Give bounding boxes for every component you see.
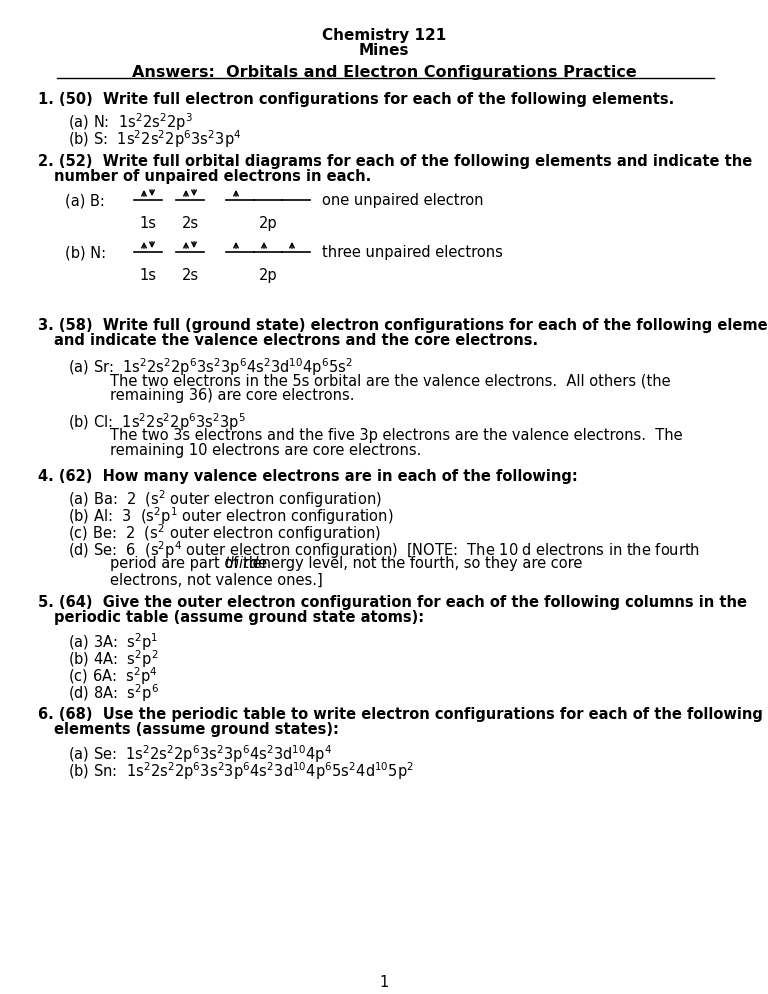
Text: 3. (58)  Write full (ground state) electron configurations for each of the follo: 3. (58) Write full (ground state) electr…	[38, 318, 768, 333]
Text: and indicate the valence electrons and the core electrons.: and indicate the valence electrons and t…	[54, 333, 538, 348]
Text: remaining 36) are core electrons.: remaining 36) are core electrons.	[110, 388, 355, 403]
Text: energy level, not the fourth, so they are core: energy level, not the fourth, so they ar…	[248, 556, 582, 571]
Text: (a) Sr:  $\mathregular{1s^22s^22p^63s^23p^64s^23d^{10}4p^65s^2}$: (a) Sr: $\mathregular{1s^22s^22p^63s^23p…	[68, 356, 353, 378]
Text: elements (assume ground states):: elements (assume ground states):	[54, 722, 339, 737]
Text: Mines: Mines	[359, 43, 409, 58]
Text: 1s: 1s	[140, 268, 157, 283]
Text: (c) Be:  2  ($\mathregular{s^2}$ outer electron configuration): (c) Be: 2 ($\mathregular{s^2}$ outer ele…	[68, 522, 381, 544]
Text: (a) N:  $\mathregular{1s^22s^22p^3}$: (a) N: $\mathregular{1s^22s^22p^3}$	[68, 111, 193, 133]
Text: (b) Cl:  $\mathregular{1s^22s^22p^63s^23p^5}$: (b) Cl: $\mathregular{1s^22s^22p^63s^23p…	[68, 411, 246, 432]
Text: (a) 3A:  $\mathregular{s^2p^1}$: (a) 3A: $\mathregular{s^2p^1}$	[68, 631, 158, 653]
Text: 1s: 1s	[140, 216, 157, 231]
Text: (b) Al:  3  ($\mathregular{s^2p^1}$ outer electron configuration): (b) Al: 3 ($\mathregular{s^2p^1}$ outer …	[68, 505, 393, 527]
Text: 2p: 2p	[259, 268, 277, 283]
Text: (c) 6A:  $\mathregular{s^2p^4}$: (c) 6A: $\mathregular{s^2p^4}$	[68, 665, 157, 687]
Text: 4. (62)  How many valence electrons are in each of the following:: 4. (62) How many valence electrons are i…	[38, 469, 578, 484]
Text: electrons, not valence ones.]: electrons, not valence ones.]	[110, 573, 323, 588]
Text: three unpaired electrons: three unpaired electrons	[322, 245, 503, 260]
Text: 2. (52)  Write full orbital diagrams for each of the following elements and indi: 2. (52) Write full orbital diagrams for …	[38, 154, 752, 169]
Text: 5. (64)  Give the outer electron configuration for each of the following columns: 5. (64) Give the outer electron configur…	[38, 595, 747, 610]
Text: periodic table (assume ground state atoms):: periodic table (assume ground state atom…	[54, 610, 424, 625]
Text: third: third	[224, 556, 258, 571]
Text: (a) B:: (a) B:	[65, 194, 105, 209]
Text: number of unpaired electrons in each.: number of unpaired electrons in each.	[54, 169, 371, 184]
Text: Chemistry 121: Chemistry 121	[322, 28, 446, 43]
Text: one unpaired electron: one unpaired electron	[322, 193, 484, 208]
Text: 1: 1	[379, 975, 389, 990]
Text: remaining 10 electrons are core electrons.: remaining 10 electrons are core electron…	[110, 443, 422, 458]
Text: 6. (68)  Use the periodic table to write electron configurations for each of the: 6. (68) Use the periodic table to write …	[38, 707, 763, 722]
Text: Answers:  Orbitals and Electron Configurations Practice: Answers: Orbitals and Electron Configura…	[131, 65, 637, 80]
Text: (a) Se:  $\mathregular{1s^22s^22p^63s^23p^64s^23d^{10}4p^4}$: (a) Se: $\mathregular{1s^22s^22p^63s^23p…	[68, 743, 332, 764]
Text: (b) Sn:  $\mathregular{1s^22s^22p^63s^23p^64s^23d^{10}4p^65s^24d^{10}5p^2}$: (b) Sn: $\mathregular{1s^22s^22p^63s^23p…	[68, 760, 414, 781]
Text: (a) Ba:  2  ($\mathregular{s^2}$ outer electron configuration): (a) Ba: 2 ($\mathregular{s^2}$ outer ele…	[68, 488, 382, 510]
Text: 2s: 2s	[181, 216, 199, 231]
Text: (d) Se:  6  ($\mathregular{s^2p^4}$ outer electron configuration)  [NOTE:  The 1: (d) Se: 6 ($\mathregular{s^2p^4}$ outer …	[68, 539, 700, 561]
Text: The two electrons in the 5s orbital are the valence electrons.  All others (the: The two electrons in the 5s orbital are …	[110, 373, 670, 388]
Text: 2s: 2s	[181, 268, 199, 283]
Text: 1. (50)  Write full electron configurations for each of the following elements.: 1. (50) Write full electron configuratio…	[38, 92, 674, 107]
Text: (b) 4A:  $\mathregular{s^2p^2}$: (b) 4A: $\mathregular{s^2p^2}$	[68, 648, 158, 670]
Text: The two 3s electrons and the five 3p electrons are the valence electrons.  The: The two 3s electrons and the five 3p ele…	[110, 428, 683, 443]
Text: (b) S:  $\mathregular{1s^22s^22p^63s^23p^4}$: (b) S: $\mathregular{1s^22s^22p^63s^23p^…	[68, 128, 241, 150]
Text: (b) N:: (b) N:	[65, 246, 106, 261]
Text: 2p: 2p	[259, 216, 277, 231]
Text: period are part of the: period are part of the	[110, 556, 272, 571]
Text: (d) 8A:  $\mathregular{s^2p^6}$: (d) 8A: $\mathregular{s^2p^6}$	[68, 682, 159, 704]
